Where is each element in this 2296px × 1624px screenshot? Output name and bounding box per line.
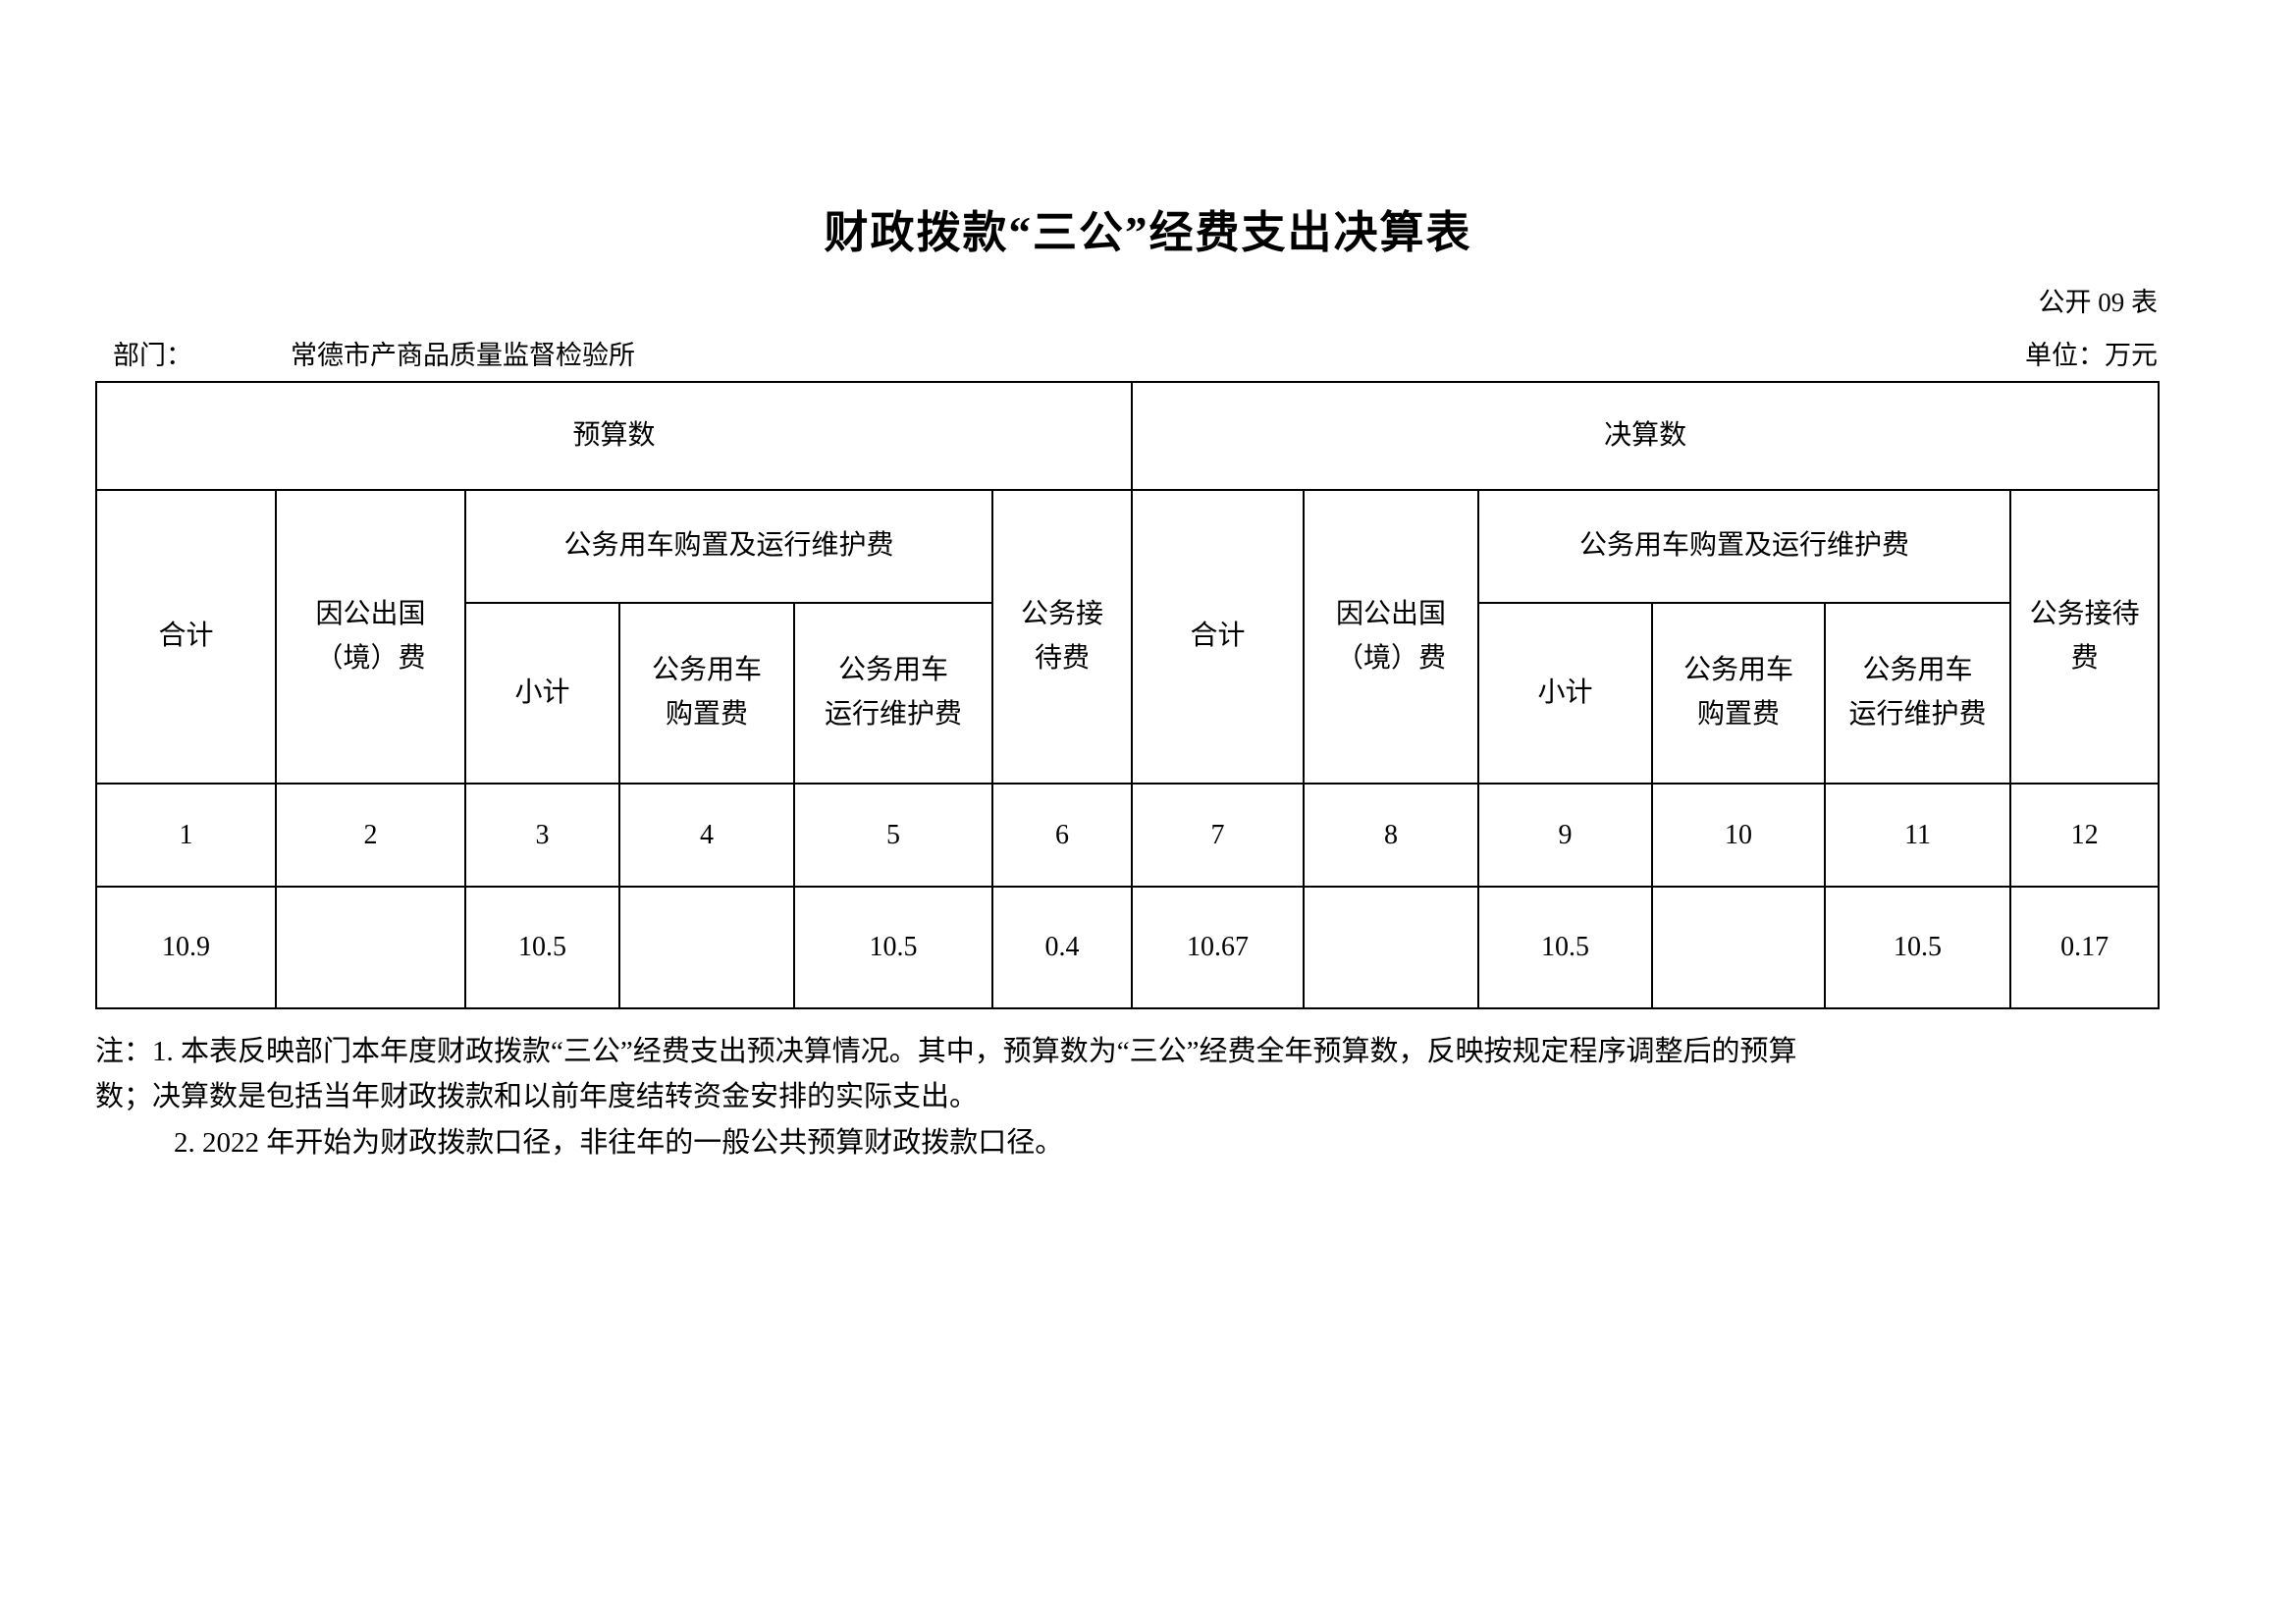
header-final-vehicle-maintenance: 公务用车 运行维护费 [1824,602,2012,785]
header-final-reception: 公务接待 费 [2009,489,2161,785]
header-budget-vehicle-subtotal: 小计 [464,602,620,785]
note-line-2: 数；决算数是包括当年财政拨款和以前年度结转资金安排的实际支出。 [95,1081,979,1113]
department-value: 常德市产商品质量监督检验所 [291,341,635,370]
three-public-expense-table: 预算数 决算数 合计 因公出国 （境）费 公务用车购置及运行维护费 公务接 待费… [94,381,2161,1009]
header-final-vehicle-group: 公务用车购置及运行维护费 [1477,489,2012,604]
note-line-3: 2. 2022 年开始为财政拨款口径，非往年的一般公共预算财政拨款口径。 [174,1126,1064,1159]
column-number-1: 1 [95,783,277,888]
header-budget-vehicle-purchase: 公务用车 购置费 [618,602,795,785]
header-budget-total: 合计 [95,489,277,785]
value-budget-vehicle-purchase [618,886,795,1009]
meta-row: 部门： 常德市产商品质量监督检验所 单位：万元 [95,334,2158,372]
department-label: 部门： [113,341,192,370]
header-final-vehicle-purchase: 公务用车 购置费 [1651,602,1827,785]
header-final-vehicle-subtotal: 小计 [1477,602,1654,785]
value-budget-total: 10.9 [95,886,277,1009]
value-budget-vehicle-maintenance: 10.5 [793,886,993,1009]
column-number-9: 9 [1477,783,1654,888]
header-budget-vehicle-maintenance: 公务用车 运行维护费 [793,602,993,785]
note-line-1: 注：1. 本表反映部门本年度财政拨款“三公”经费支出预决算情况。其中，预算数为“… [95,1036,1797,1067]
column-number-2: 2 [275,783,466,888]
page-title: 财政拨款“三公”经费支出决算表 [824,208,1472,257]
section-header-budget: 预算数 [94,381,1134,491]
value-final-abroad [1303,886,1480,1009]
column-number-8: 8 [1303,783,1480,888]
value-budget-abroad [275,886,466,1009]
value-final-vehicle-maintenance: 10.5 [1824,886,2012,1009]
unit-label: 单位：万元 [2025,341,2158,370]
column-number-6: 6 [990,783,1134,888]
header-budget-reception: 公务接 待费 [990,489,1134,785]
value-budget-vehicle-subtotal: 10.5 [464,886,620,1009]
column-number-11: 11 [1824,783,2012,888]
header-final-abroad: 因公出国 （境）费 [1303,489,1480,785]
notes-block: 注：1. 本表反映部门本年度财政拨款“三公”经费支出预决算情况。其中，预算数为“… [95,1029,2196,1165]
section-header-final: 决算数 [1131,381,2161,491]
header-final-total: 合计 [1131,489,1306,785]
value-budget-reception: 0.4 [990,886,1134,1009]
table-code: 公开 09 表 [2038,288,2159,317]
column-number-10: 10 [1651,783,1827,888]
value-final-reception: 0.17 [2009,886,2161,1009]
column-number-7: 7 [1131,783,1306,888]
header-budget-abroad: 因公出国 （境）费 [275,489,466,785]
value-final-vehicle-purchase [1651,886,1827,1009]
header-budget-vehicle-group: 公务用车购置及运行维护费 [464,489,993,604]
value-final-total: 10.67 [1131,886,1306,1009]
value-final-vehicle-subtotal: 10.5 [1477,886,1654,1009]
column-number-12: 12 [2009,783,2161,888]
column-number-3: 3 [464,783,620,888]
column-number-4: 4 [618,783,795,888]
column-number-5: 5 [793,783,993,888]
